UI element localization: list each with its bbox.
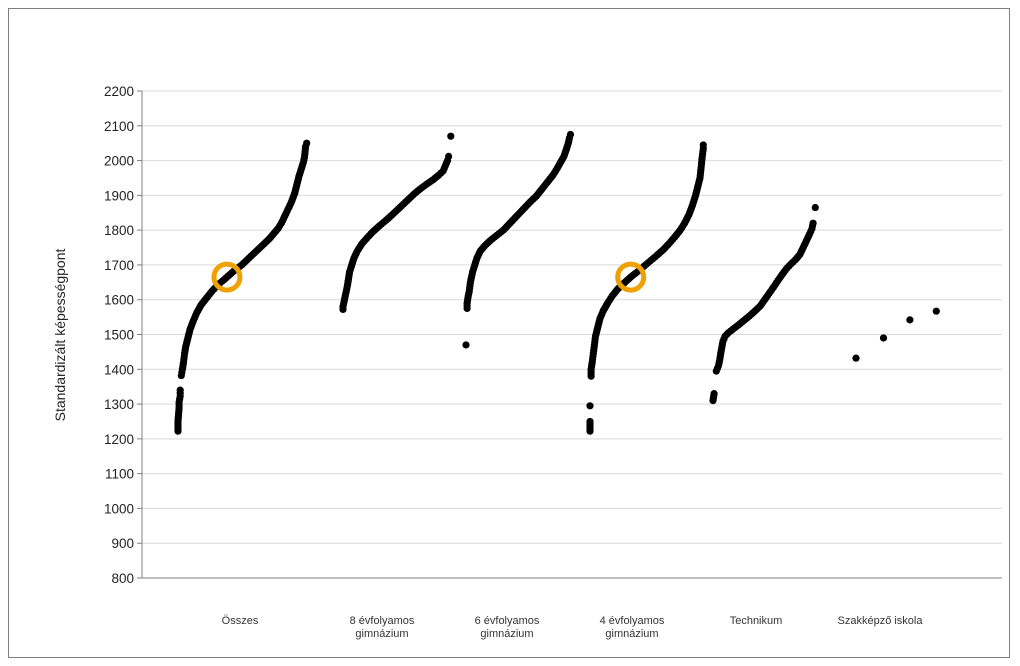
data-point bbox=[445, 152, 453, 160]
data-point bbox=[176, 386, 184, 394]
y-tick-label: 900 bbox=[111, 536, 134, 551]
y-tick-label: 2200 bbox=[104, 84, 134, 99]
category-label: gimnázium bbox=[355, 628, 408, 640]
highlight-markers bbox=[211, 261, 647, 293]
data-point bbox=[586, 402, 594, 410]
category-label: Összes bbox=[222, 615, 259, 627]
data-point bbox=[852, 354, 860, 362]
y-tick-label: 800 bbox=[111, 571, 134, 586]
category-label: Technikum bbox=[730, 615, 783, 627]
category-label: gimnázium bbox=[605, 628, 658, 640]
data-point bbox=[566, 130, 575, 139]
data-point bbox=[809, 219, 817, 227]
data-point bbox=[447, 132, 455, 140]
y-tick-label: 1500 bbox=[104, 328, 134, 343]
chart-frame bbox=[8, 8, 1010, 658]
gridlines bbox=[142, 90, 1002, 544]
data-point bbox=[811, 203, 819, 212]
highlight-marker bbox=[615, 261, 647, 293]
y-axis: 800 900 1000 1100 1200 1300 1400 1500 1600 1700 18… bbox=[104, 84, 1002, 586]
y-tick-label: 1700 bbox=[104, 258, 134, 273]
category-label: 6 évfolyamos bbox=[475, 615, 540, 627]
data-point bbox=[879, 334, 888, 342]
y-tick-label: 1900 bbox=[104, 188, 134, 203]
y-tick-label: 1300 bbox=[104, 397, 134, 412]
y-tick-label: 1100 bbox=[105, 467, 134, 482]
highlight-marker bbox=[211, 261, 243, 293]
data-point bbox=[699, 141, 707, 149]
data-point bbox=[303, 139, 311, 147]
category-label: 4 évfolyamos bbox=[600, 615, 665, 627]
category-label: 8 évfolyamos bbox=[350, 615, 415, 627]
y-axis-label: Standardizált képességpont bbox=[52, 249, 68, 422]
data-point bbox=[462, 341, 470, 349]
category-label: gimnázium bbox=[480, 628, 533, 640]
y-tick-label: 1800 bbox=[104, 223, 134, 238]
y-tick-label: 1000 bbox=[104, 501, 134, 516]
category-label: Szakképző iskola bbox=[838, 615, 924, 627]
data-point bbox=[586, 417, 594, 426]
y-tick-label: 1600 bbox=[104, 293, 134, 308]
y-tick-label: 2100 bbox=[104, 119, 134, 134]
y-tick-label: 2000 bbox=[104, 154, 134, 169]
y-tick-label: 1200 bbox=[104, 432, 134, 447]
data-point bbox=[710, 390, 718, 398]
data-points bbox=[174, 130, 940, 435]
data-point bbox=[932, 307, 940, 315]
data-point bbox=[906, 316, 914, 324]
y-tick-label: 1400 bbox=[104, 362, 134, 377]
